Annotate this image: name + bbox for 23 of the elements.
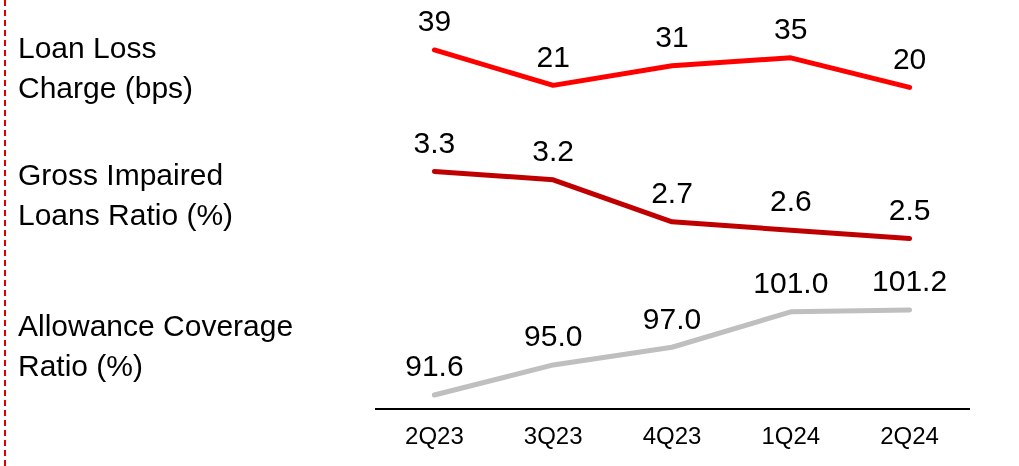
- x-tick-label: 1Q24: [761, 422, 821, 450]
- data-label: 101.2: [872, 264, 948, 298]
- text: Allowance Coverage Ratio (%): [18, 308, 295, 385]
- data-label: 3.2: [532, 134, 575, 168]
- data-label: 97.0: [642, 301, 702, 335]
- x-tick-label: 2Q24: [880, 422, 939, 450]
- data-label: 39: [417, 4, 452, 38]
- data-label: 20: [892, 41, 927, 75]
- data-label: 3.3: [413, 125, 456, 159]
- data-label: 21: [536, 39, 570, 73]
- data-label: 31: [655, 19, 689, 53]
- x-tick-label: 2Q23: [405, 422, 464, 450]
- text: Gross Impaired Loans Ratio (%): [18, 157, 235, 233]
- x-tick-label: 3Q23: [523, 422, 583, 450]
- data-label: 91.6: [405, 349, 464, 383]
- data-label: 95.0: [524, 319, 583, 353]
- data-label: 2.6: [769, 184, 812, 218]
- x-tick-label: 4Q23: [642, 422, 702, 450]
- data-label: 2.7: [651, 176, 693, 210]
- text: Loan Loss Charge (bps): [18, 29, 195, 106]
- data-label: 101.0: [753, 266, 829, 300]
- data-label: 35: [774, 12, 808, 46]
- data-label: 2.5: [888, 192, 931, 226]
